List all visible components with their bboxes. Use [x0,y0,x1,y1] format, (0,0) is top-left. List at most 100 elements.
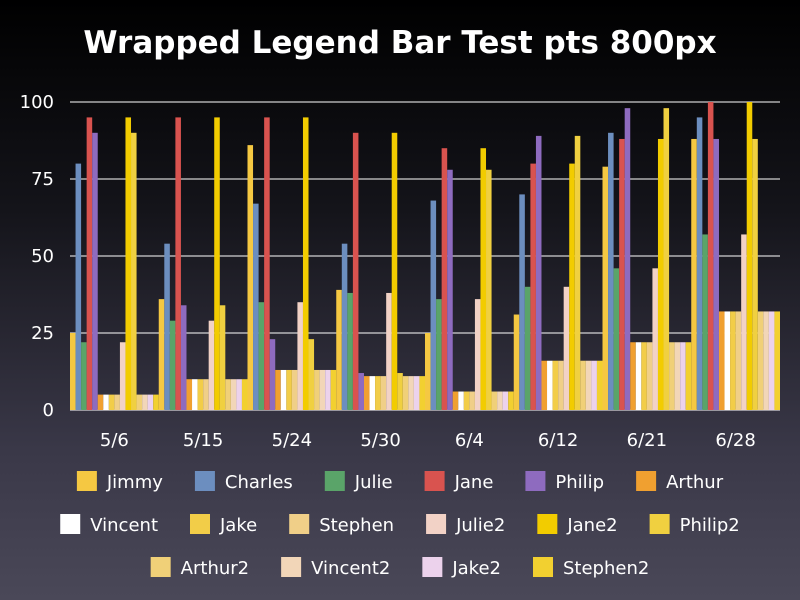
legend-item[interactable]: Vincent2 [281,557,390,579]
bar[interactable] [763,311,769,410]
bar[interactable] [158,299,165,410]
legend-item[interactable]: Vincent [60,514,158,536]
legend-item[interactable]: Jake2 [422,557,501,579]
bar[interactable] [103,394,109,410]
bar[interactable] [674,342,681,410]
bar[interactable] [225,379,231,410]
legend-item[interactable]: Philip [525,471,604,493]
bar[interactable] [491,391,498,410]
bar[interactable] [275,369,281,410]
legend-item[interactable]: Jimmy [76,471,163,493]
bar[interactable] [707,102,714,410]
bar[interactable] [691,138,697,410]
legend-item[interactable]: Philip2 [649,514,740,536]
legend-item[interactable]: Stephen [289,514,394,536]
bar[interactable] [425,333,431,410]
bar[interactable] [641,342,647,410]
bar[interactable] [530,163,536,410]
bar[interactable] [269,339,276,410]
bar[interactable] [142,394,148,410]
bar[interactable] [247,145,254,410]
bar[interactable] [646,342,653,410]
legend-item[interactable]: Stephen2 [533,557,649,579]
bar[interactable] [746,102,753,410]
bar[interactable] [613,268,620,410]
bar[interactable] [508,391,514,410]
bar[interactable] [208,320,215,410]
bar[interactable] [452,391,459,410]
bar[interactable] [774,311,780,410]
bar[interactable] [741,234,747,410]
bar[interactable] [458,391,464,410]
bar[interactable] [519,194,525,410]
bar[interactable] [558,360,564,410]
bar[interactable] [447,169,453,410]
bar[interactable] [375,376,381,410]
legend-item[interactable]: Charles [194,471,293,493]
bar[interactable] [164,243,170,410]
bar[interactable] [541,360,548,410]
bar[interactable] [380,376,387,410]
bar[interactable] [308,339,315,410]
bar[interactable] [169,320,176,410]
bar[interactable] [253,203,259,410]
bar[interactable] [480,148,487,410]
bar[interactable] [258,302,265,410]
bar[interactable] [702,234,708,410]
bar[interactable] [730,311,736,410]
bar[interactable] [436,299,442,410]
bar[interactable] [524,286,531,410]
bar[interactable] [197,379,204,410]
bar[interactable] [336,289,342,410]
bar[interactable] [552,360,559,410]
bar[interactable] [680,342,686,410]
bar[interactable] [286,369,292,410]
bar[interactable] [352,132,359,411]
bar[interactable] [735,311,742,410]
bar[interactable] [92,132,98,411]
bar[interactable] [358,373,364,410]
bar[interactable] [86,117,93,411]
bar[interactable] [391,132,398,411]
bar[interactable] [81,342,87,410]
bar[interactable] [70,333,76,410]
bar[interactable] [325,369,331,410]
bar[interactable] [591,360,597,410]
bar[interactable] [203,379,209,410]
bar[interactable] [413,376,420,410]
bar[interactable] [663,108,670,410]
bar[interactable] [497,391,503,410]
bar[interactable] [535,135,542,410]
bar[interactable] [569,163,575,410]
bar[interactable] [119,342,126,410]
legend-item[interactable]: Arthur [636,471,724,493]
bar[interactable] [369,376,376,410]
bar[interactable] [463,391,470,410]
bar[interactable] [430,200,437,410]
legend-item[interactable]: Jane [424,471,494,493]
bar[interactable] [297,302,303,410]
bar[interactable] [768,311,775,410]
bar[interactable] [175,117,181,411]
bar[interactable] [585,360,592,410]
bar[interactable] [513,314,520,410]
bar[interactable] [108,394,115,410]
bar[interactable] [408,376,414,410]
bar[interactable] [363,376,370,410]
legend-item[interactable]: Julie2 [426,514,505,536]
bar[interactable] [580,360,586,410]
bar[interactable] [602,166,609,410]
bar[interactable] [180,305,187,410]
bar[interactable] [214,117,220,411]
bar[interactable] [136,394,143,410]
bar[interactable] [752,138,758,410]
bar[interactable] [724,311,731,410]
bar[interactable] [563,286,570,410]
bar[interactable] [114,394,120,410]
bar[interactable] [314,369,320,410]
bar[interactable] [131,132,137,411]
bar[interactable] [75,163,82,410]
bar[interactable] [330,369,337,410]
bar[interactable] [230,379,237,410]
bar[interactable] [192,379,198,410]
